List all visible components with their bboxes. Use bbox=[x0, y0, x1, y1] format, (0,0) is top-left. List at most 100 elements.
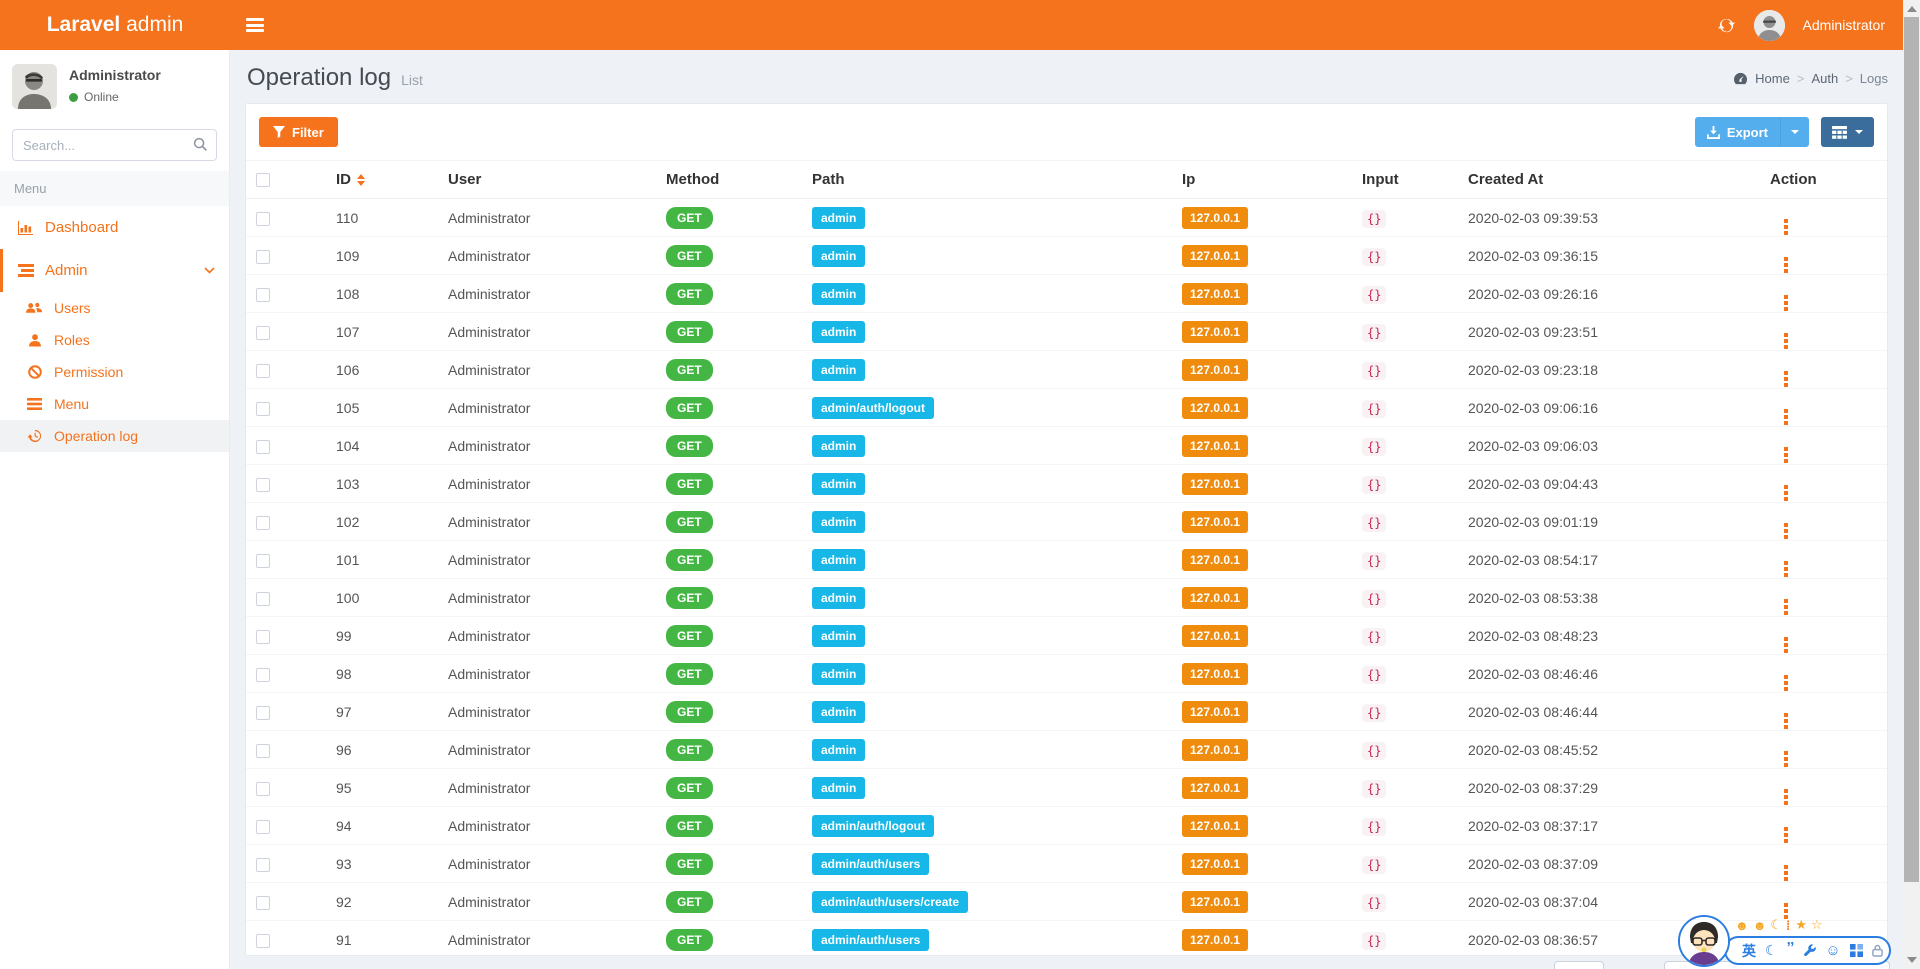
sidebar-item-operation-log[interactable]: Operation log bbox=[0, 420, 229, 452]
row-actions-button[interactable] bbox=[1784, 636, 1788, 641]
select-all-checkbox[interactable] bbox=[256, 173, 270, 188]
row-actions-button[interactable] bbox=[1784, 218, 1788, 223]
cell-id: 109 bbox=[336, 236, 448, 275]
ime-avatar[interactable] bbox=[1678, 915, 1730, 967]
sidebar-item-dashboard[interactable]: Dashboard bbox=[0, 206, 229, 249]
smiley-icon[interactable]: ☺ bbox=[1825, 942, 1841, 959]
row-actions-button[interactable] bbox=[1784, 408, 1788, 413]
method-badge: GET bbox=[666, 738, 713, 761]
row-checkbox[interactable] bbox=[256, 553, 270, 568]
tasks-icon bbox=[17, 264, 34, 277]
filter-button[interactable]: Filter bbox=[259, 117, 338, 147]
row-actions-button[interactable] bbox=[1784, 826, 1788, 831]
input-code: {} bbox=[1362, 399, 1387, 418]
method-badge: GET bbox=[666, 244, 713, 267]
cell-user: Administrator bbox=[448, 350, 666, 389]
row-checkbox[interactable] bbox=[256, 819, 270, 834]
cell-created-at: 2020-02-03 08:45:52 bbox=[1468, 730, 1770, 769]
cell-id: 105 bbox=[336, 388, 448, 427]
row-checkbox[interactable] bbox=[256, 667, 270, 682]
export-button-main[interactable]: Export bbox=[1695, 117, 1780, 147]
breadcrumb-home[interactable]: Home bbox=[1755, 71, 1790, 86]
row-actions-button[interactable] bbox=[1784, 446, 1788, 451]
row-checkbox[interactable] bbox=[256, 325, 270, 340]
refresh-icon[interactable] bbox=[1717, 16, 1736, 35]
sidebar-item-menu[interactable]: Menu bbox=[0, 388, 229, 420]
cell-id: 101 bbox=[336, 540, 448, 579]
sidebar-search-input[interactable] bbox=[12, 129, 217, 161]
row-checkbox[interactable] bbox=[256, 477, 270, 492]
sidebar-toggle-icon[interactable] bbox=[246, 18, 264, 32]
input-code: {} bbox=[1362, 513, 1387, 532]
row-checkbox[interactable] bbox=[256, 515, 270, 530]
sidebar-user-panel: Administrator Online bbox=[0, 50, 229, 115]
search-icon[interactable] bbox=[193, 137, 208, 155]
row-checkbox[interactable] bbox=[256, 743, 270, 758]
row-actions-button[interactable] bbox=[1784, 294, 1788, 299]
column-header-id[interactable]: ID bbox=[336, 160, 448, 199]
sidebar-item-roles[interactable]: Roles bbox=[0, 324, 229, 356]
row-actions-button[interactable] bbox=[1784, 484, 1788, 489]
row-actions-button[interactable] bbox=[1784, 788, 1788, 793]
lock-icon[interactable] bbox=[1871, 944, 1883, 957]
navbar-avatar[interactable] bbox=[1753, 9, 1785, 41]
row-checkbox[interactable] bbox=[256, 857, 270, 872]
table-row: 106 Administrator GET admin 127.0.0.1 {}… bbox=[246, 350, 1887, 389]
row-actions-button[interactable] bbox=[1784, 674, 1788, 679]
row-checkbox[interactable] bbox=[256, 363, 270, 378]
row-checkbox[interactable] bbox=[256, 705, 270, 720]
cell-created-at: 2020-02-03 09:36:15 bbox=[1468, 236, 1770, 275]
export-caret-button[interactable] bbox=[1780, 117, 1809, 147]
moon-icon[interactable]: ☾ bbox=[1765, 942, 1778, 958]
row-checkbox[interactable] bbox=[256, 629, 270, 644]
row-checkbox[interactable] bbox=[256, 933, 270, 948]
app-logo[interactable]: Laravel admin bbox=[46, 13, 184, 36]
cell-user: Administrator bbox=[448, 464, 666, 503]
input-code: {} bbox=[1362, 931, 1387, 950]
row-actions-button[interactable] bbox=[1784, 256, 1788, 261]
row-actions-button[interactable] bbox=[1784, 902, 1788, 907]
row-actions-button[interactable] bbox=[1784, 750, 1788, 755]
sidebar-item-admin[interactable]: Admin bbox=[0, 249, 229, 292]
row-checkbox[interactable] bbox=[256, 591, 270, 606]
row-actions-button[interactable] bbox=[1784, 864, 1788, 869]
row-checkbox[interactable] bbox=[256, 401, 270, 416]
punctuation-icon[interactable]: ’’ bbox=[1786, 939, 1795, 956]
cell-created-at: 2020-02-03 09:39:53 bbox=[1468, 198, 1770, 237]
scroll-down-arrow[interactable] bbox=[1907, 957, 1917, 963]
scroll-up-arrow[interactable] bbox=[1907, 6, 1917, 12]
row-actions-button[interactable] bbox=[1784, 522, 1788, 527]
grid-icon[interactable] bbox=[1849, 944, 1863, 957]
row-actions-button[interactable] bbox=[1784, 332, 1788, 337]
export-button: Export bbox=[1694, 117, 1809, 147]
method-badge: GET bbox=[666, 814, 713, 837]
per-page-select-partial[interactable] bbox=[1554, 961, 1604, 969]
cell-created-at: 2020-02-03 08:53:38 bbox=[1468, 578, 1770, 617]
cell-user: Administrator bbox=[448, 236, 666, 275]
breadcrumb-auth[interactable]: Auth bbox=[1811, 71, 1839, 86]
row-checkbox[interactable] bbox=[256, 211, 270, 226]
row-actions-button[interactable] bbox=[1784, 712, 1788, 717]
input-code: {} bbox=[1362, 741, 1387, 760]
chinese-english-toggle[interactable]: 英 bbox=[1742, 942, 1756, 959]
row-checkbox[interactable] bbox=[256, 439, 270, 454]
row-checkbox[interactable] bbox=[256, 781, 270, 796]
breadcrumb-logs: Logs bbox=[1859, 71, 1888, 86]
sidebar-item-permission[interactable]: Permission bbox=[0, 356, 229, 388]
row-checkbox[interactable] bbox=[256, 249, 270, 264]
cell-id: 106 bbox=[336, 350, 448, 389]
row-actions-button[interactable] bbox=[1784, 560, 1788, 565]
column-selector-button[interactable] bbox=[1821, 117, 1874, 147]
main-content: Operation log List Home > Auth > Logs Fi… bbox=[230, 50, 1903, 969]
scrollbar-thumb[interactable] bbox=[1904, 17, 1919, 882]
row-checkbox[interactable] bbox=[256, 287, 270, 302]
cell-created-at: 2020-02-03 09:04:43 bbox=[1468, 464, 1770, 503]
sidebar-item-users[interactable]: Users bbox=[0, 292, 229, 324]
row-checkbox[interactable] bbox=[256, 895, 270, 910]
navbar-user-name[interactable]: Administrator bbox=[1802, 17, 1885, 33]
row-actions-button[interactable] bbox=[1784, 370, 1788, 375]
wrench-icon[interactable] bbox=[1803, 944, 1817, 957]
method-badge: GET bbox=[666, 586, 713, 609]
cell-id: 98 bbox=[336, 654, 448, 693]
row-actions-button[interactable] bbox=[1784, 598, 1788, 603]
